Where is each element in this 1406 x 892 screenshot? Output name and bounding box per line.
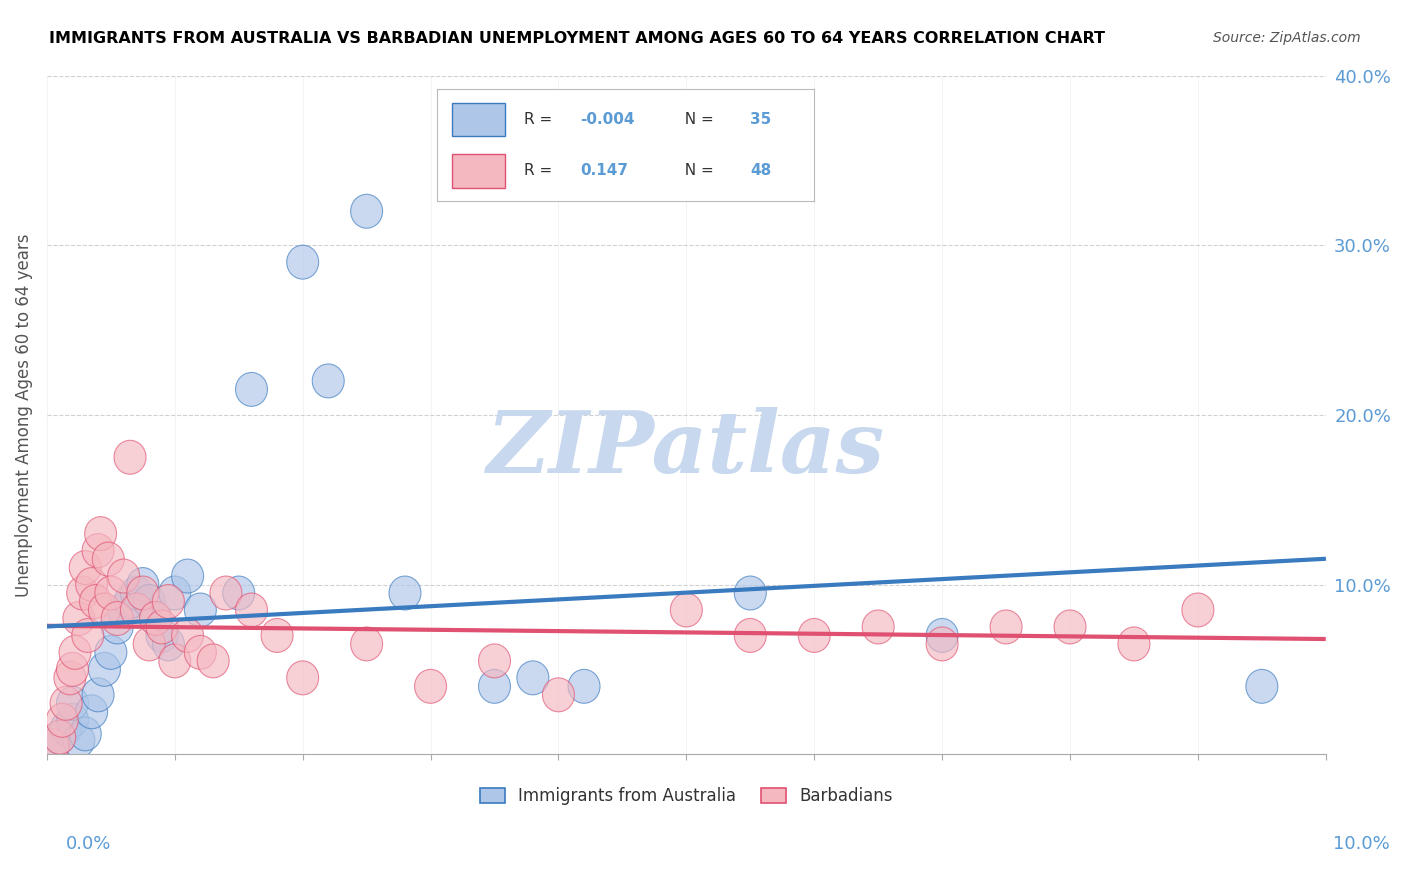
Ellipse shape xyxy=(69,717,101,751)
Ellipse shape xyxy=(197,644,229,678)
Ellipse shape xyxy=(121,593,152,627)
Ellipse shape xyxy=(350,627,382,661)
Ellipse shape xyxy=(114,584,146,618)
Ellipse shape xyxy=(38,729,69,763)
Ellipse shape xyxy=(108,593,139,627)
Ellipse shape xyxy=(114,441,146,475)
Ellipse shape xyxy=(38,729,69,763)
Ellipse shape xyxy=(80,584,111,618)
Ellipse shape xyxy=(671,593,703,627)
Ellipse shape xyxy=(209,576,242,610)
Text: Source: ZipAtlas.com: Source: ZipAtlas.com xyxy=(1213,31,1361,45)
Ellipse shape xyxy=(53,661,86,695)
Ellipse shape xyxy=(72,618,104,652)
Ellipse shape xyxy=(76,695,108,729)
Ellipse shape xyxy=(44,720,76,755)
Ellipse shape xyxy=(127,576,159,610)
Legend: Immigrants from Australia, Barbadians: Immigrants from Australia, Barbadians xyxy=(471,779,901,814)
Ellipse shape xyxy=(127,567,159,601)
Ellipse shape xyxy=(108,559,139,593)
Ellipse shape xyxy=(1118,627,1150,661)
Ellipse shape xyxy=(94,635,127,669)
Ellipse shape xyxy=(734,576,766,610)
Ellipse shape xyxy=(101,601,134,635)
Ellipse shape xyxy=(159,644,191,678)
Ellipse shape xyxy=(134,584,165,618)
Ellipse shape xyxy=(146,610,179,644)
Ellipse shape xyxy=(389,576,420,610)
Ellipse shape xyxy=(152,584,184,618)
Ellipse shape xyxy=(63,723,94,757)
Ellipse shape xyxy=(478,669,510,703)
Ellipse shape xyxy=(927,627,957,661)
Ellipse shape xyxy=(799,618,830,652)
Ellipse shape xyxy=(172,559,204,593)
Ellipse shape xyxy=(543,678,575,712)
Ellipse shape xyxy=(94,576,127,610)
Ellipse shape xyxy=(287,661,319,695)
Ellipse shape xyxy=(236,593,267,627)
Ellipse shape xyxy=(59,635,91,669)
Ellipse shape xyxy=(76,567,108,601)
Ellipse shape xyxy=(990,610,1022,644)
Ellipse shape xyxy=(1054,610,1085,644)
Ellipse shape xyxy=(184,635,217,669)
Ellipse shape xyxy=(121,576,152,610)
Ellipse shape xyxy=(415,669,447,703)
Ellipse shape xyxy=(1182,593,1213,627)
Ellipse shape xyxy=(82,533,114,567)
Ellipse shape xyxy=(63,601,94,635)
Ellipse shape xyxy=(478,644,510,678)
Ellipse shape xyxy=(56,703,89,738)
Ellipse shape xyxy=(134,627,165,661)
Ellipse shape xyxy=(862,610,894,644)
Ellipse shape xyxy=(93,542,124,576)
Ellipse shape xyxy=(350,194,382,228)
Ellipse shape xyxy=(734,618,766,652)
Ellipse shape xyxy=(89,593,121,627)
Ellipse shape xyxy=(152,627,184,661)
Ellipse shape xyxy=(56,652,89,686)
Ellipse shape xyxy=(517,661,548,695)
Ellipse shape xyxy=(44,720,76,755)
Y-axis label: Unemployment Among Ages 60 to 64 years: Unemployment Among Ages 60 to 64 years xyxy=(15,233,32,597)
Ellipse shape xyxy=(46,703,79,738)
Text: ZIPatlas: ZIPatlas xyxy=(488,407,886,491)
Ellipse shape xyxy=(69,550,101,584)
Ellipse shape xyxy=(236,373,267,407)
Ellipse shape xyxy=(222,576,254,610)
Ellipse shape xyxy=(159,576,191,610)
Ellipse shape xyxy=(927,618,957,652)
Ellipse shape xyxy=(84,516,117,550)
Ellipse shape xyxy=(56,686,89,720)
Ellipse shape xyxy=(51,712,82,746)
Ellipse shape xyxy=(312,364,344,398)
Ellipse shape xyxy=(82,678,114,712)
Ellipse shape xyxy=(146,618,179,652)
Ellipse shape xyxy=(1246,669,1278,703)
Ellipse shape xyxy=(184,593,217,627)
Ellipse shape xyxy=(101,610,134,644)
Ellipse shape xyxy=(172,618,204,652)
Ellipse shape xyxy=(262,618,292,652)
Text: 10.0%: 10.0% xyxy=(1333,835,1389,853)
Ellipse shape xyxy=(568,669,600,703)
Ellipse shape xyxy=(51,686,82,720)
Ellipse shape xyxy=(287,245,319,279)
Ellipse shape xyxy=(139,601,172,635)
Text: 0.0%: 0.0% xyxy=(66,835,111,853)
Ellipse shape xyxy=(89,652,121,686)
Ellipse shape xyxy=(139,601,172,635)
Ellipse shape xyxy=(66,576,98,610)
Text: IMMIGRANTS FROM AUSTRALIA VS BARBADIAN UNEMPLOYMENT AMONG AGES 60 TO 64 YEARS CO: IMMIGRANTS FROM AUSTRALIA VS BARBADIAN U… xyxy=(49,31,1105,46)
